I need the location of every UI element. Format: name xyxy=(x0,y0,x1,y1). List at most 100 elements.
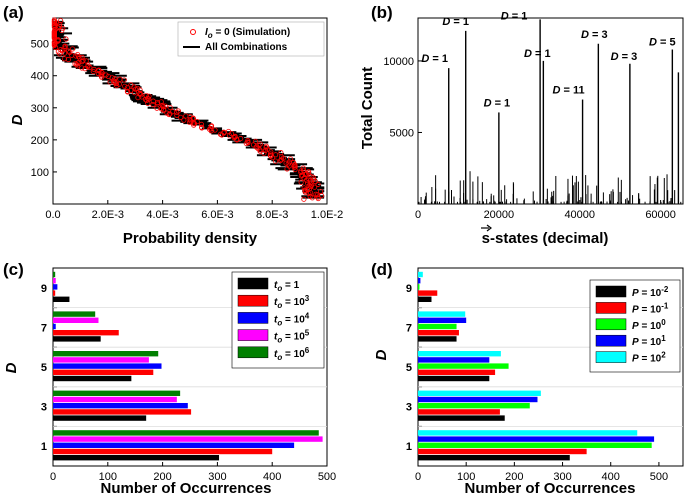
panel-c-bar xyxy=(53,278,56,284)
panel-c-ytick-label: 3 xyxy=(41,402,47,414)
panel-d-bar xyxy=(418,390,541,396)
panel-b-label: (b) xyxy=(371,3,393,22)
panel-a-sim-point xyxy=(257,141,263,147)
panel-b-peak-label: D = 3 xyxy=(611,51,638,63)
panel-a-plot: 0.0 2.0E-3 4.0E-3 6.0E-3 8.0E-3 1.0E-2 100 200 3… xyxy=(31,17,343,221)
panel-a-xlabel: Probability density xyxy=(123,230,258,247)
panel-a-sim-point xyxy=(74,51,81,58)
panel-c-bar xyxy=(53,403,188,409)
panel-d-bar xyxy=(418,415,505,421)
panel-c-bar xyxy=(53,284,58,290)
panel-a-sim-point xyxy=(313,191,319,197)
panel-a-sim-point xyxy=(61,56,68,62)
panel-a-sim-point xyxy=(187,116,193,123)
panel-d-xtick-label: 0 xyxy=(415,471,421,483)
panel-b-plot: 0 20000 40000 60000 5000 10000 D = 1 D = 1 D = 1… xyxy=(383,10,684,232)
panel-c-bar xyxy=(53,271,56,278)
panel-a-sim-point xyxy=(181,117,187,123)
panel-d-legend-label: P = 10-1 xyxy=(632,301,669,315)
panel-a-sim-point xyxy=(150,98,156,104)
panel-c-bar xyxy=(53,336,101,342)
panel-b-xtick-label: 60000 xyxy=(645,209,676,221)
panel-b-peak-label: D = 3 xyxy=(581,29,608,41)
panel-c-bar xyxy=(53,317,99,323)
panel-c-xtick-label: 100 xyxy=(99,471,117,483)
panel-d-bar xyxy=(418,311,466,317)
panel-a-sim-point xyxy=(150,102,156,108)
panel-a-sim-point xyxy=(56,23,62,29)
panel-a-sim-point xyxy=(162,103,168,109)
panel-a-xtick-label: 1.0E-2 xyxy=(311,209,343,221)
panel-d-legend-swatch xyxy=(595,351,627,363)
panel-b-peak-label: D = 5 xyxy=(649,36,676,48)
panel-a-ytick-label: 200 xyxy=(31,135,49,147)
panel-a-sim-point xyxy=(65,56,71,63)
panel-d-xtick-label: 400 xyxy=(602,471,620,483)
panel-a-sim-point xyxy=(65,48,72,54)
panel-a-sim-point xyxy=(79,54,85,60)
panel-a-sim-point xyxy=(267,151,274,157)
panel-c-legend-swatch xyxy=(237,329,269,341)
panel-a-legend-sim: Io = 0 (Simulation) xyxy=(205,27,290,40)
panel-a-sim-point xyxy=(263,143,269,149)
panel-a-sim-point xyxy=(307,193,313,199)
panel-a-sim-point xyxy=(278,150,284,156)
panel-d-bar xyxy=(418,284,420,290)
panel-c-bar xyxy=(53,369,154,375)
panel-a-sim-point xyxy=(128,87,134,94)
panel-c-label: (c) xyxy=(3,260,24,279)
panel-c-bar xyxy=(53,363,162,369)
panel-a-sim-point xyxy=(83,58,89,64)
panel-d-bar xyxy=(418,357,490,363)
panel-a-sim-point xyxy=(286,159,293,165)
panel-a-legend-box xyxy=(177,21,325,57)
panel-d-bar xyxy=(418,278,421,284)
panel-b-ylabel: Total Count xyxy=(359,67,376,149)
panel-d-bar xyxy=(418,436,655,442)
panel-c-xtick-label: 200 xyxy=(153,471,171,483)
panel-d-bar xyxy=(418,409,500,415)
panel-c-xtick-label: 500 xyxy=(318,471,336,483)
panel-c-bar xyxy=(53,390,181,396)
panel-a-sim-point xyxy=(306,169,312,175)
panel-a-sim-point xyxy=(85,62,91,68)
panel-d-ylabel: D xyxy=(373,349,390,360)
panel-c-bar xyxy=(53,455,220,461)
panel-a-sim-point xyxy=(51,41,57,47)
panel-d-xtick-label: 500 xyxy=(650,471,668,483)
panel-d-bar xyxy=(418,448,587,455)
panel-b-peak-label: D = 1 xyxy=(524,48,551,60)
panel-c-bar xyxy=(53,430,319,436)
panel-b-frame xyxy=(417,17,684,205)
panel-a-sim-point xyxy=(318,188,324,195)
panel-c-bar xyxy=(53,375,132,382)
panel-c-legend-label: to = 106 xyxy=(274,346,310,362)
panel-d-xlabel: Number of Occurrences xyxy=(465,480,636,497)
panel-a-sim-point xyxy=(238,135,244,142)
panel-d-xtick-label: 300 xyxy=(553,471,571,483)
panel-c-ytick-label: 7 xyxy=(41,322,47,334)
panel-d-xtick-label: 200 xyxy=(505,471,523,483)
panel-a-legend: Io = 0 (Simulation) All Combinations xyxy=(177,21,325,57)
panel-a-sim-point xyxy=(95,71,101,77)
panel-a-sim-point xyxy=(69,46,76,52)
panel-d-bar xyxy=(418,330,459,336)
panel-a-sim-point xyxy=(167,104,173,111)
panel-d-legend-label: P = 10-2 xyxy=(632,285,669,299)
panel-a-sim-point xyxy=(268,149,274,155)
panel-a-sim-point xyxy=(187,119,193,125)
panel-a-legend-marker xyxy=(190,29,196,35)
panel-a-sim-point xyxy=(67,49,73,56)
panel-a-sim-point xyxy=(146,93,152,99)
panel-d-legend-swatch xyxy=(595,334,627,347)
panel-c-ytick-label: 9 xyxy=(41,283,47,295)
panel-c-legend-label: to = 1 xyxy=(274,280,300,293)
panel-c-bar xyxy=(53,448,273,455)
panel-a-ytick-label: 100 xyxy=(31,167,49,179)
panel-d-bar xyxy=(418,271,423,278)
panel-d-bar xyxy=(418,455,570,461)
panel-a-sim-point xyxy=(117,76,123,82)
panel-a-sim-point xyxy=(128,82,134,88)
panel-a-sim-point xyxy=(146,96,152,102)
